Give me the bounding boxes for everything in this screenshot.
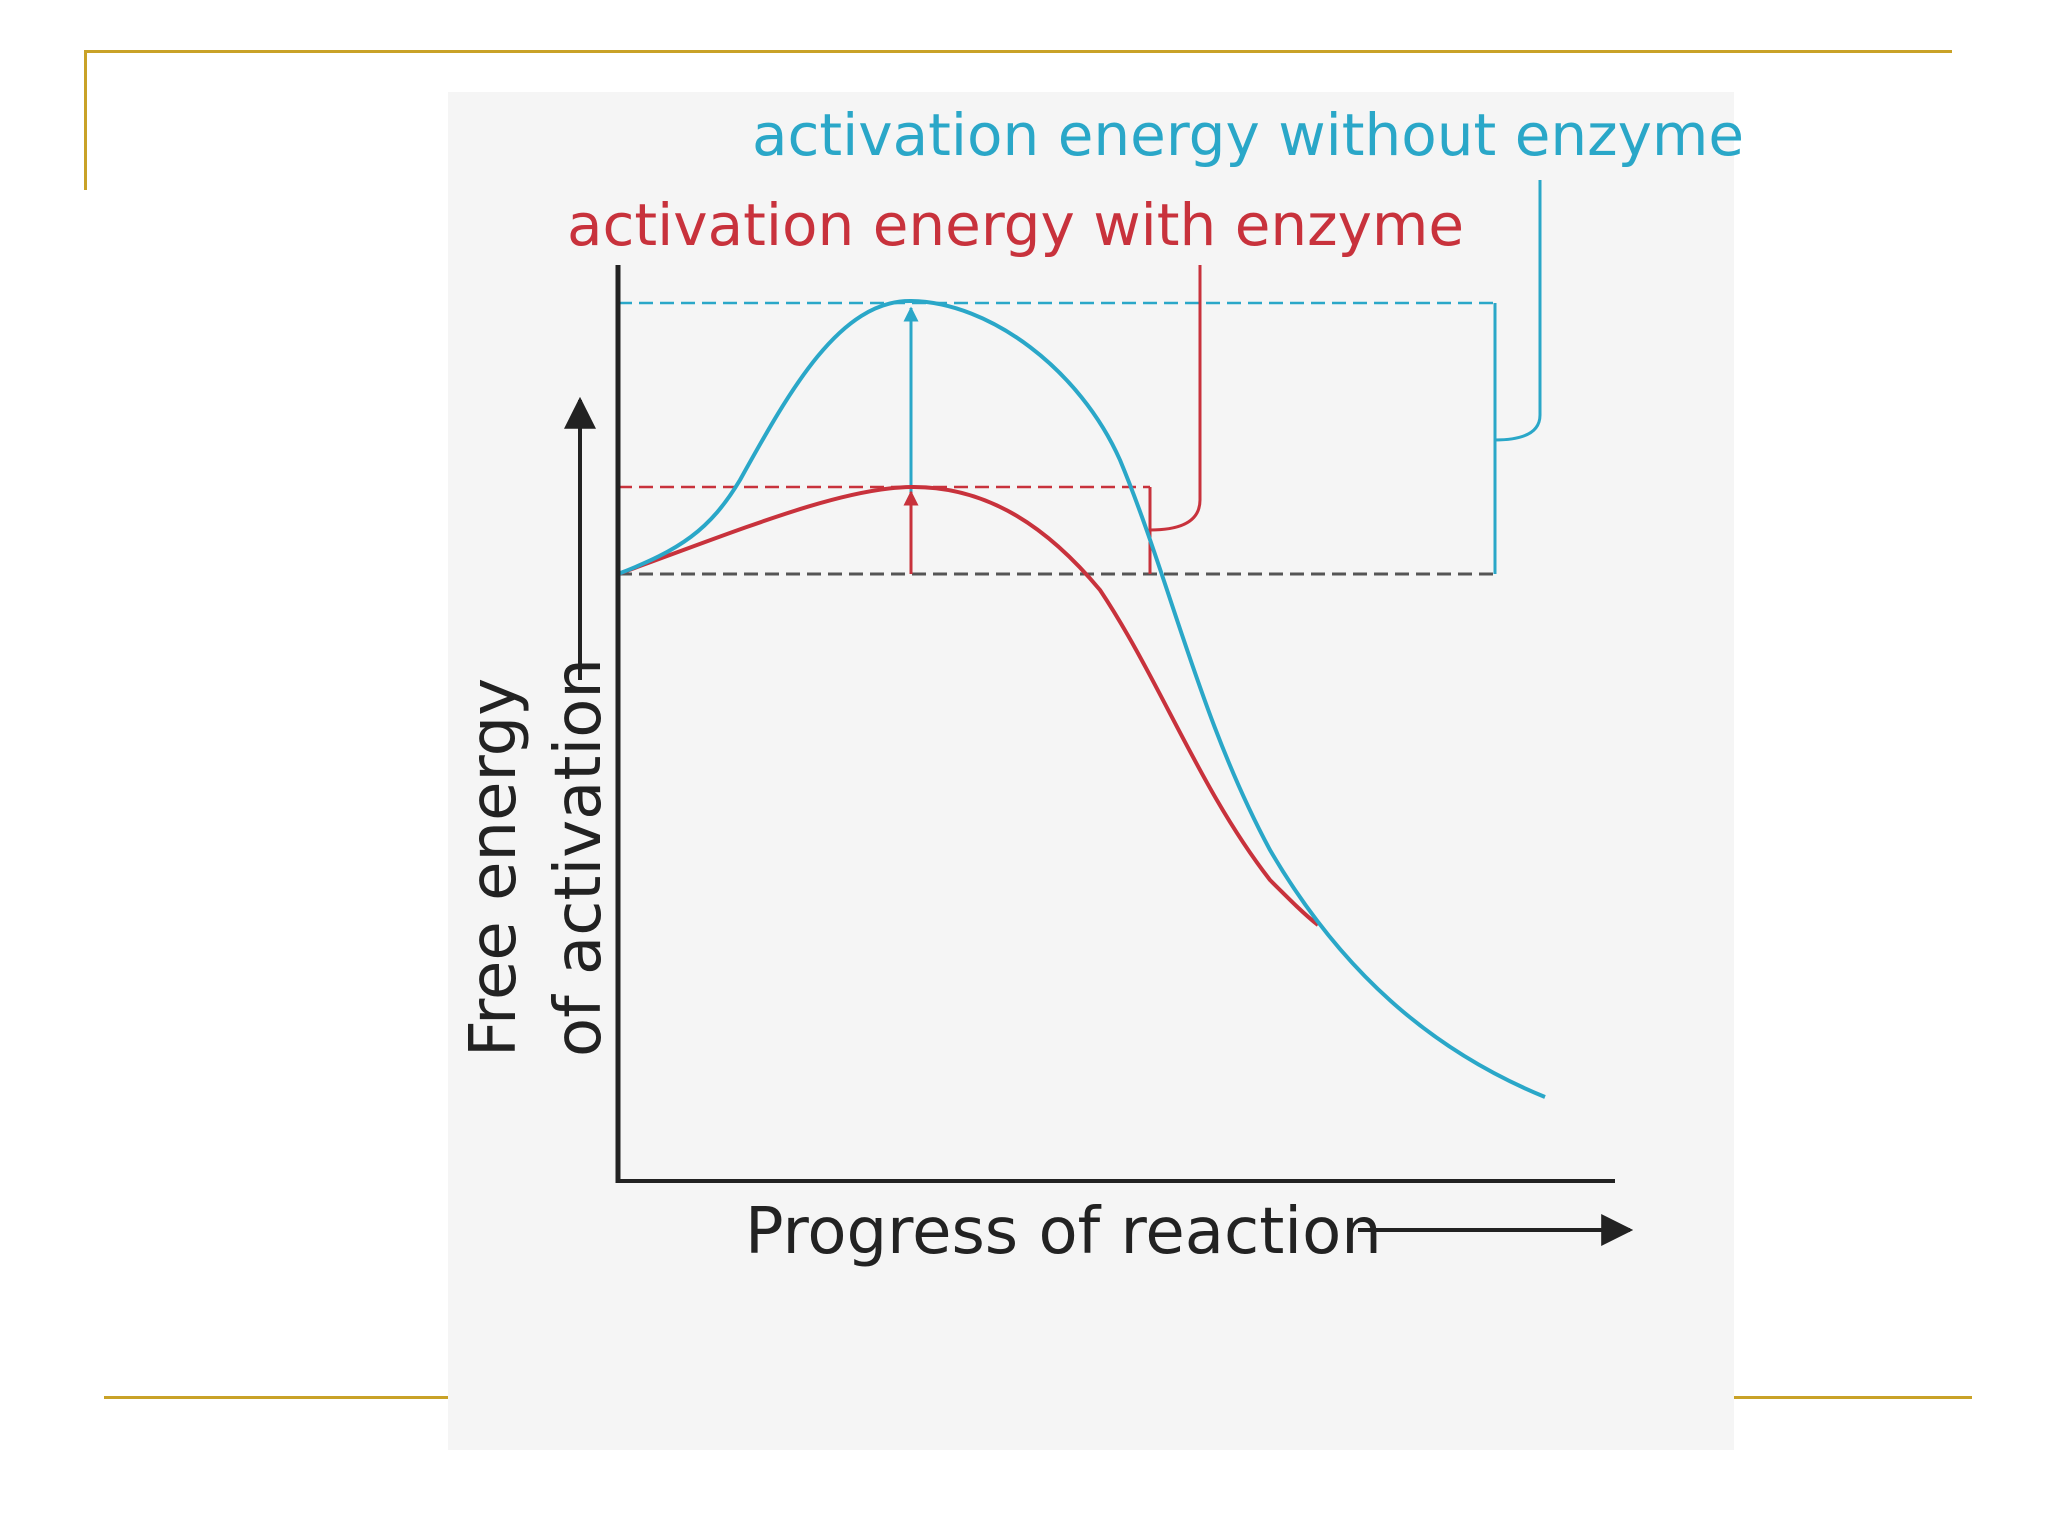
figure-panel: [448, 92, 1734, 1450]
slide-bottom-rule-right: [1733, 1396, 1972, 1399]
slide-top-rule: [84, 50, 1952, 53]
label-without-enzyme: activation energy without enzyme: [752, 101, 1744, 169]
bracket-without-enzyme: [1493, 180, 1542, 574]
bracket-with-enzyme: [1148, 265, 1202, 574]
y-axis-label: Free energy of activation: [457, 658, 616, 1057]
slide-bottom-rule-left: [104, 1396, 449, 1399]
curve-with-enzyme: [617, 484, 1320, 927]
curve-without-enzyme: [617, 298, 1546, 1099]
y-axis-label-line2: of activation: [542, 658, 616, 1057]
x-axis-label: Progress of reaction: [745, 1195, 1382, 1269]
y-axis-label-line1: Free energy: [457, 678, 531, 1057]
slide-top-left-tick: [84, 50, 87, 190]
label-with-enzyme: activation energy with enzyme: [567, 191, 1464, 259]
